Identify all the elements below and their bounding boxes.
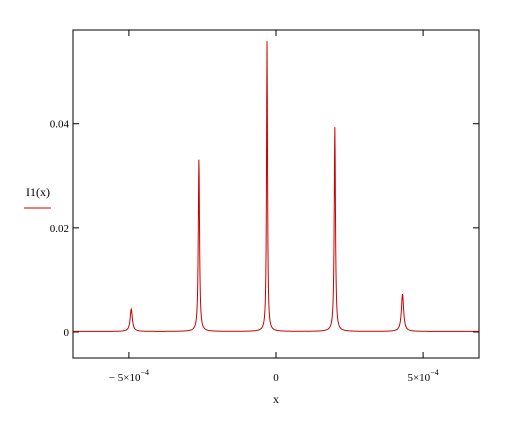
- x-tick-label-base: − 5×10: [109, 372, 141, 384]
- y-tick-label: 0.04: [50, 119, 70, 131]
- x-tick-label: − 5×10−4: [109, 368, 149, 384]
- series-layer: [73, 41, 479, 332]
- y-axis-label: I1(x): [26, 185, 50, 199]
- y-tick-label: 0: [64, 327, 70, 339]
- y-tick-label: 0.02: [50, 223, 69, 235]
- x-tick-label-base: 5×10: [407, 372, 430, 384]
- x-tick-label-base: 0: [273, 372, 279, 384]
- y-axis-ticks: 0 0.02 0.04: [50, 119, 479, 339]
- x-tick-label: 0: [273, 372, 279, 384]
- x-axis-label: x: [273, 392, 279, 406]
- x-tick-label-exponent: −4: [140, 368, 149, 377]
- plot-frame: [72, 29, 480, 359]
- x-tick-label: 5×10−4: [407, 368, 438, 384]
- series-line: [73, 41, 479, 332]
- x-axis-ticks: − 5×10−4 0 5×10−4: [109, 30, 439, 384]
- x-tick-label-exponent: −4: [430, 368, 439, 377]
